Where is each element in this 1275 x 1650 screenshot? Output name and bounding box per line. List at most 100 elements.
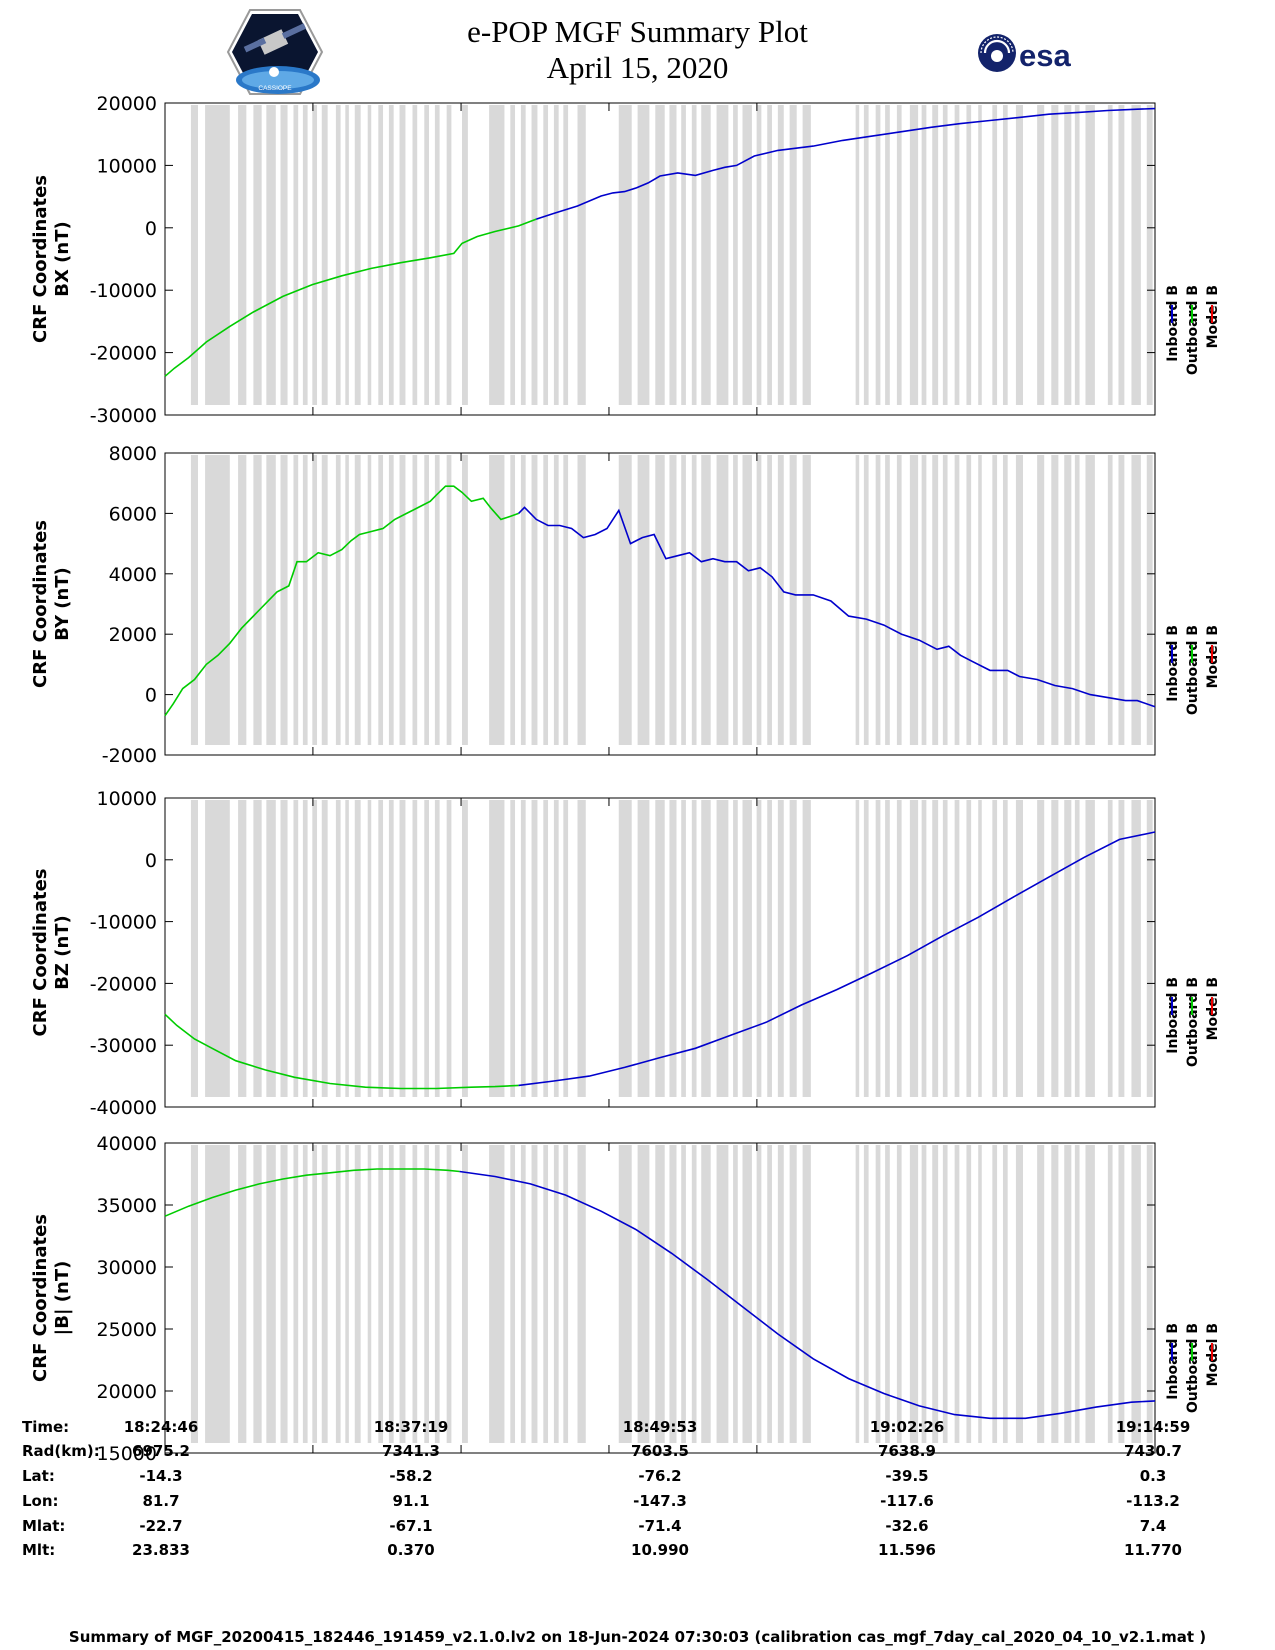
data-gap-stripe	[1131, 800, 1141, 1097]
data-gap-stripe	[345, 105, 349, 405]
data-gap-stripe	[1002, 800, 1008, 1097]
data-gap-stripe	[238, 1145, 247, 1443]
data-gap-stripe	[1064, 455, 1072, 745]
data-gap-stripe	[1085, 800, 1095, 1097]
ephemeris-value: 6975.2	[132, 1442, 190, 1460]
y-axis-label: CRF Coordinates	[30, 869, 51, 1037]
data-gap-stripe	[510, 455, 516, 745]
data-gap-stripe	[767, 1145, 772, 1443]
data-gap-stripe	[802, 455, 811, 745]
y-tick-label: 8000	[109, 443, 157, 465]
inboard-b-series-line	[518, 831, 1156, 1087]
data-gap-stripe	[388, 105, 394, 405]
data-gap-stripe	[885, 455, 890, 745]
data-gap-stripe	[280, 800, 288, 1097]
data-gap-stripe	[190, 1145, 198, 1443]
data-gap-stripe	[992, 800, 998, 1097]
data-gap-stripe	[321, 455, 328, 745]
data-gap-stripe	[543, 800, 549, 1097]
data-gap-stripe	[716, 800, 729, 1097]
data-gap-stripe	[691, 1145, 697, 1443]
y-tick-label: 15000	[97, 1443, 157, 1465]
data-gap-stripe	[446, 800, 452, 1097]
data-gap-stripe	[992, 455, 998, 745]
data-gap-stripe	[669, 1145, 677, 1443]
data-gap-stripe	[312, 800, 318, 1097]
data-gap-stripe	[875, 105, 881, 405]
outboard-b-series-line	[164, 485, 519, 717]
esa-logo-icon: esa	[978, 34, 1071, 73]
data-gap-stripe	[1085, 105, 1095, 405]
data-gap-stripe	[932, 455, 939, 745]
data-gap-stripe	[863, 455, 869, 745]
data-gap-stripe	[462, 455, 468, 745]
data-gap-stripe	[701, 455, 711, 745]
y-tick-label: -10000	[90, 280, 157, 302]
data-gap-stripe	[733, 800, 738, 1097]
data-gap-stripe	[577, 105, 586, 405]
data-gap-stripe	[921, 800, 927, 1097]
data-gap-stripe	[681, 455, 686, 745]
data-gap-stripe	[978, 1145, 982, 1443]
y-tick-label: -20000	[90, 343, 157, 365]
data-gap-stripe	[921, 1145, 927, 1443]
ephemeris-value: -117.6	[880, 1492, 934, 1510]
data-gap-stripe	[266, 800, 276, 1097]
data-gap-stripe	[896, 800, 902, 1097]
y-tick-label: 25000	[97, 1319, 157, 1341]
data-gap-stripe	[1015, 800, 1023, 1097]
data-gap-stripe	[253, 1145, 262, 1443]
ephemeris-value: 18:37:19	[373, 1418, 449, 1436]
data-gap-stripe	[335, 800, 341, 1097]
ephemeris-label-time: Time:	[22, 1418, 70, 1436]
data-gap-stripe	[1146, 105, 1153, 405]
data-gap-stripe	[885, 800, 890, 1097]
y-axis-label: CRF Coordinates	[30, 175, 51, 343]
data-gap-stripe	[777, 105, 784, 405]
data-gap-stripe	[367, 105, 372, 405]
data-gap-stripe	[446, 455, 452, 745]
data-gap-stripe	[618, 1145, 632, 1443]
plot-axes-box	[164, 452, 1156, 756]
data-gap-stripe	[1051, 1145, 1059, 1443]
data-gap-stripe	[190, 455, 198, 745]
y-tick-label: 40000	[97, 1133, 157, 1155]
data-gap-stripe	[345, 800, 349, 1097]
data-gap-stripe	[669, 800, 677, 1097]
y-tick-label: -30000	[90, 1035, 157, 1057]
data-gap-stripe	[1146, 800, 1153, 1097]
data-gap-stripe	[354, 1145, 361, 1443]
data-gap-stripe	[777, 1145, 784, 1443]
data-gap-stripe	[756, 455, 762, 745]
data-gap-stripe	[424, 455, 429, 745]
ephemeris-value: -67.1	[389, 1517, 433, 1535]
data-gap-stripe	[388, 1145, 394, 1443]
data-gap-stripe	[669, 455, 677, 745]
y-tick-label: 4000	[109, 564, 157, 586]
data-gap-stripe	[1051, 105, 1059, 405]
data-gap-stripe	[1107, 455, 1113, 745]
data-gap-stripe	[335, 455, 341, 745]
data-gap-stripe	[909, 800, 919, 1097]
data-gap-stripe	[932, 105, 939, 405]
data-gap-stripe	[954, 455, 960, 745]
data-gap-stripe	[954, 800, 960, 1097]
data-gap-stripe	[966, 455, 972, 745]
data-gap-stripe	[424, 1145, 429, 1443]
title-line-1: e-POP MGF Summary Plot	[467, 14, 808, 49]
data-gap-stripe	[716, 455, 729, 745]
data-gap-stripe	[1037, 455, 1045, 745]
data-gap-stripe	[875, 455, 881, 745]
data-gap-stripe	[367, 1145, 372, 1443]
data-gap-stripe	[489, 800, 505, 1097]
data-gap-stripe	[510, 1145, 516, 1443]
data-gap-stripe	[681, 105, 686, 405]
data-gap-stripe	[378, 1145, 384, 1443]
data-gap-stripe	[312, 455, 318, 745]
cassiope-logo-icon: CASSIOPE	[226, 9, 324, 95]
data-gap-stripe	[655, 105, 665, 405]
data-gap-stripe	[691, 105, 697, 405]
data-gap-stripe	[388, 455, 394, 745]
data-gap-stripe	[345, 455, 349, 745]
